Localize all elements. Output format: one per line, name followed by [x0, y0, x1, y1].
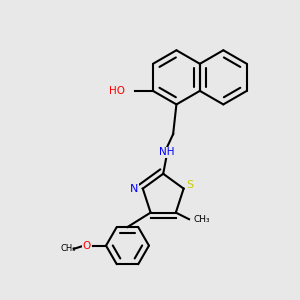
Text: CH₃: CH₃	[61, 244, 76, 253]
Text: HO: HO	[109, 86, 125, 96]
Text: CH₃: CH₃	[194, 215, 211, 224]
Text: NH: NH	[159, 147, 174, 157]
Text: N: N	[130, 184, 139, 194]
Text: O: O	[82, 241, 90, 250]
Text: S: S	[187, 180, 194, 190]
